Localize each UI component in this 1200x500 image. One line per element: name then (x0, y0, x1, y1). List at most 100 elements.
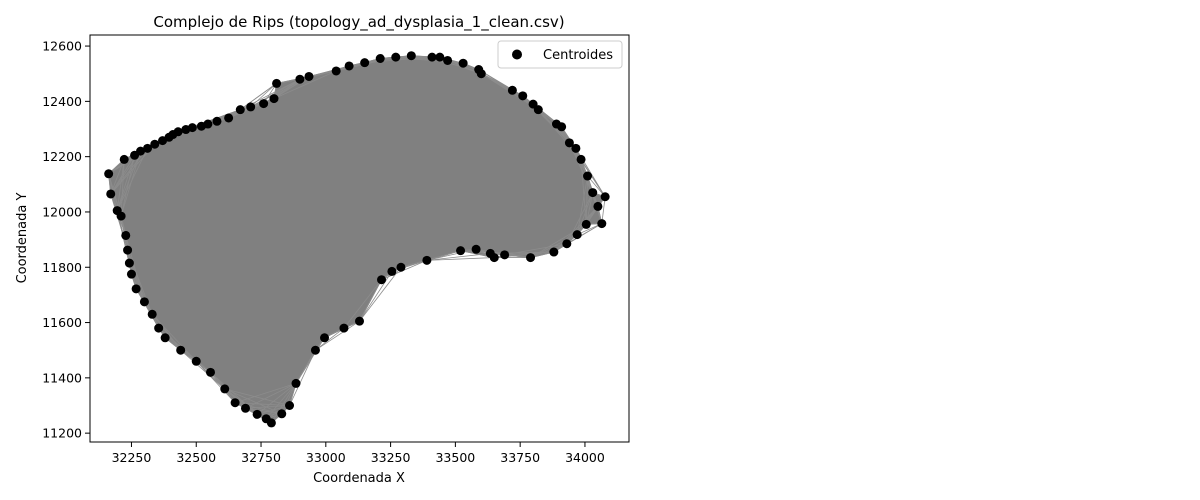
centroid-point (154, 323, 164, 333)
centroid-point (269, 94, 279, 104)
x-tick-label: 32250 (112, 450, 152, 465)
complex-edge (110, 155, 135, 195)
complex-edge (256, 383, 297, 415)
complex-edge (116, 159, 125, 211)
centroid-point (518, 91, 528, 101)
centroid-point (285, 401, 295, 411)
complex-edge (530, 224, 587, 258)
centroid-point (187, 123, 197, 133)
complex-edge (585, 176, 588, 225)
y-axis-label: Coordenada Y (15, 193, 30, 284)
centroid-points-layer (104, 51, 610, 428)
centroid-point (391, 52, 401, 62)
complex-edge (195, 360, 236, 404)
centroid-point (272, 78, 282, 88)
centroid-point (597, 219, 607, 229)
x-tick-label: 33750 (500, 450, 540, 465)
centroid-point (593, 201, 603, 211)
centroid-point (252, 409, 262, 419)
centroid-point (176, 345, 186, 355)
centroid-point (139, 297, 149, 307)
centroid-point (121, 230, 131, 240)
centroid-point (581, 219, 591, 229)
centroid-point (387, 266, 397, 276)
centroid-point (106, 189, 116, 199)
centroid-point (489, 253, 499, 263)
x-tick-label: 33000 (306, 450, 346, 465)
complex-edge (273, 70, 337, 99)
centroid-point (304, 71, 314, 81)
centroid-point (220, 384, 230, 394)
x-tick-label: 32750 (241, 450, 281, 465)
centroid-point (266, 418, 276, 428)
x-tick-label: 32500 (176, 450, 216, 465)
complex-edge (315, 327, 345, 351)
complex-edge (250, 83, 277, 108)
complex-edge (315, 320, 360, 351)
x-tick-label: 33250 (371, 450, 411, 465)
complex-edge (224, 388, 290, 406)
centroid-point (576, 154, 586, 164)
y-tick-label: 12600 (42, 39, 82, 54)
centroid-point (344, 61, 354, 71)
complex-edge (566, 223, 602, 245)
centroid-point (147, 309, 157, 319)
centroid-point (526, 253, 536, 263)
centroid-point (435, 52, 445, 62)
centroid-point (571, 143, 581, 153)
centroid-point (476, 69, 486, 79)
centroid-point (150, 139, 160, 149)
x-axis: 32250 32500 32750 33000 33250 33500 33750 34000 (112, 442, 605, 465)
complex-edge (295, 337, 325, 384)
complex-edge (234, 383, 297, 404)
centroid-point (583, 171, 593, 181)
centroid-point (126, 269, 136, 279)
centroid-point (360, 58, 370, 68)
complex-edge (601, 196, 606, 224)
centroid-point (564, 138, 574, 148)
complex-edge (110, 148, 148, 195)
complex-edge (120, 151, 141, 217)
centroid-point (259, 99, 269, 109)
centroid-point (422, 255, 432, 265)
x-axis-label: Coordenada X (313, 471, 405, 486)
complex-edge (359, 279, 382, 322)
centroid-point (549, 247, 559, 257)
centroid-point (458, 58, 468, 68)
centroid-point (355, 316, 364, 326)
centroid-point (277, 409, 287, 419)
centroid-point (295, 74, 305, 84)
centroid-point (191, 356, 201, 366)
centroid-point (123, 245, 133, 255)
centroid-point (104, 169, 114, 179)
complex-edge (245, 407, 282, 415)
centroid-point (562, 239, 572, 249)
centroid-point (456, 246, 466, 256)
centroid-point (136, 146, 146, 156)
y-tick-label: 11800 (42, 260, 82, 275)
complex-edge (281, 383, 297, 414)
complex-edge (587, 175, 606, 198)
centroid-point (375, 54, 385, 64)
centroid-point (396, 262, 406, 272)
centroid-point (212, 116, 222, 126)
centroid-point (572, 230, 582, 240)
y-tick-label: 12200 (42, 149, 82, 164)
centroid-point (246, 102, 256, 112)
centroid-point (160, 333, 170, 343)
centroid-point (557, 122, 567, 132)
legend-marker-centroides (512, 49, 522, 60)
centroid-point (471, 244, 481, 254)
centroid-point (600, 192, 610, 202)
complex-edge (235, 402, 290, 406)
centroid-point (116, 211, 126, 221)
complex-edge (110, 159, 125, 195)
centroid-point (143, 143, 153, 153)
centroid-point (205, 367, 215, 377)
complex-edge (585, 192, 594, 225)
chart-title: Complejo de Rips (topology_ad_dysplasia_… (153, 13, 564, 32)
complex-edge (265, 383, 297, 420)
legend-label-centroides: Centroides (543, 48, 613, 63)
centroid-point (203, 119, 213, 129)
